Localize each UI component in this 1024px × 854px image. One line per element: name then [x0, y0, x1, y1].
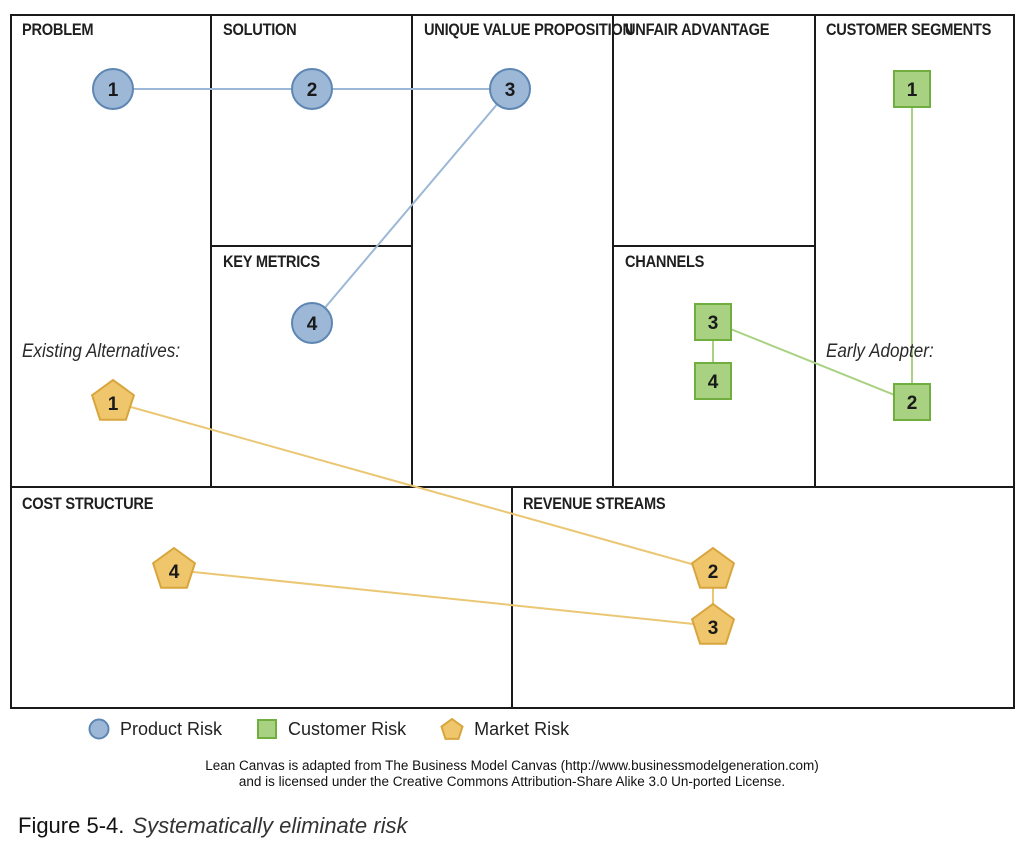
customer-risk-markers: 1 2 3 4 [694, 70, 931, 421]
circle-icon [88, 718, 110, 740]
customer-risk-marker-1: 1 [893, 70, 931, 108]
svg-text:2: 2 [708, 562, 719, 583]
revenue-streams-box-title: REVENUE STREAMS [523, 494, 666, 513]
cost-structure-box-title: COST STRUCTURE [22, 494, 154, 513]
svg-text:3: 3 [708, 313, 719, 334]
market-risk-marker-4: 4 [151, 546, 197, 589]
svg-text:2: 2 [307, 80, 318, 101]
svg-text:4: 4 [708, 372, 719, 393]
customer-risk-marker-3: 3 [694, 303, 732, 341]
lean-canvas-grid: 1 2 3 4 1 2 [10, 14, 1015, 709]
market-risk-marker-3: 3 [690, 602, 736, 645]
product-risk-markers: 1 2 3 4 [92, 68, 531, 344]
svg-text:2: 2 [907, 393, 918, 414]
product-risk-marker-4: 4 [291, 302, 333, 344]
legend-customer-risk-label: Customer Risk [288, 718, 407, 739]
product-risk-marker-3: 3 [489, 68, 531, 110]
legend-market-risk: Market Risk [440, 718, 569, 740]
lean-canvas: 1 2 3 4 1 2 [10, 14, 1015, 709]
figure-caption-label: Figure 5-4. [18, 813, 125, 838]
license-footnote-line-2: and is licensed under the Creative Commo… [238, 774, 786, 789]
product-risk-connector-3-4 [311, 88, 511, 324]
svg-text:4: 4 [169, 562, 180, 583]
channels-box-title: CHANNELS [625, 252, 705, 271]
svg-text:4: 4 [307, 314, 318, 335]
key-metrics-box-title: KEY METRICS [223, 252, 320, 271]
market-risk-connector-1-2 [112, 401, 714, 571]
early-adopter-note: Early Adopter: [826, 341, 934, 362]
product-risk-marker-2: 2 [291, 68, 333, 110]
svg-text:3: 3 [708, 618, 719, 639]
svg-text:1: 1 [108, 394, 119, 415]
legend-product-risk: Product Risk [88, 718, 222, 740]
license-footnote-line-1: Lean Canvas is adapted from The Business… [205, 758, 819, 773]
legend-market-risk-label: Market Risk [474, 718, 570, 739]
legend-product-risk-label: Product Risk [120, 718, 223, 739]
license-footnote: Lean Canvas is adapted from The Business… [0, 758, 1024, 790]
customer-risk-connector-3-2 [712, 321, 913, 403]
risk-legend: Product Risk Customer Risk Market Risk [88, 716, 603, 742]
pentagon-icon [440, 718, 464, 740]
problem-box-title: PROBLEM [22, 20, 94, 39]
svg-text:1: 1 [108, 80, 119, 101]
square-icon [257, 719, 278, 739]
market-risk-connector-4-3 [173, 569, 714, 627]
market-risk-marker-2: 2 [690, 546, 736, 589]
existing-alternatives-note: Existing Alternatives: [22, 341, 181, 362]
svg-text:3: 3 [505, 80, 516, 101]
figure-caption-title: Systematically eliminate risk [132, 813, 408, 838]
market-risk-markers: 1 2 3 4 [90, 378, 736, 645]
uvp-box-title: UNIQUE VALUE PROPOSITION [424, 20, 633, 39]
customer-risk-marker-2: 2 [893, 383, 931, 421]
customer-risk-marker-4: 4 [694, 362, 732, 400]
solution-box-title: SOLUTION [223, 20, 297, 39]
legend-customer-risk: Customer Risk [256, 718, 406, 740]
market-risk-marker-1: 1 [90, 378, 136, 421]
figure-caption: Figure 5-4. Systematically eliminate risk [18, 813, 407, 839]
customer-segments-box-title: CUSTOMER SEGMENTS [826, 20, 992, 39]
unfair-advantage-box-title: UNFAIR ADVANTAGE [625, 20, 770, 39]
product-risk-marker-1: 1 [92, 68, 134, 110]
svg-text:1: 1 [907, 80, 918, 101]
